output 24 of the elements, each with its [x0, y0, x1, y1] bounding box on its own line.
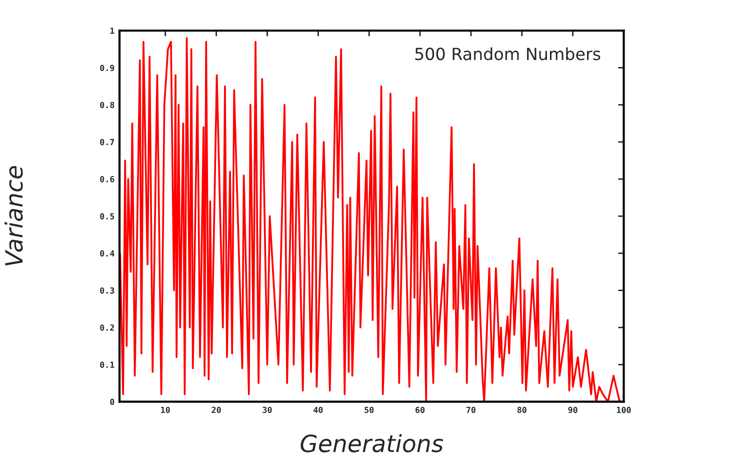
y-tick-label: 1 [110, 28, 114, 34]
x-tick-label: 10 [161, 406, 170, 414]
y-tick-label: 0.4 [100, 250, 114, 257]
x-tick-label: 30 [262, 406, 272, 414]
y-tick-label: 0.3 [100, 287, 114, 294]
x-tick-label: 70 [466, 406, 476, 414]
annotation: 500 Random Numbers [415, 47, 600, 60]
x-tick-label: 40 [314, 406, 323, 414]
x-tick-label: 100 [616, 406, 631, 414]
x-tick-label: 50 [364, 406, 374, 414]
y-tick-label: 0 [110, 398, 114, 405]
y-tick-label: 0.1 [100, 362, 114, 368]
y-tick-label: 0.6 [100, 176, 114, 182]
x-tick-label: 80 [517, 406, 526, 414]
y-tick-label: 0.5 [100, 213, 114, 220]
x-tick-label: 90 [568, 406, 578, 414]
x-tick-label: 20 [212, 406, 221, 414]
y-tick-label: 0.9 [100, 64, 114, 72]
y-axis-title: Variance [4, 166, 23, 266]
x-tick-label: 60 [416, 406, 425, 414]
y-tick-label: 0.7 [100, 138, 114, 146]
y-tick-label: 0.2 [100, 324, 114, 331]
x-axis-title: Generations [300, 434, 444, 452]
y-tick-label: 0.8 [100, 102, 114, 108]
